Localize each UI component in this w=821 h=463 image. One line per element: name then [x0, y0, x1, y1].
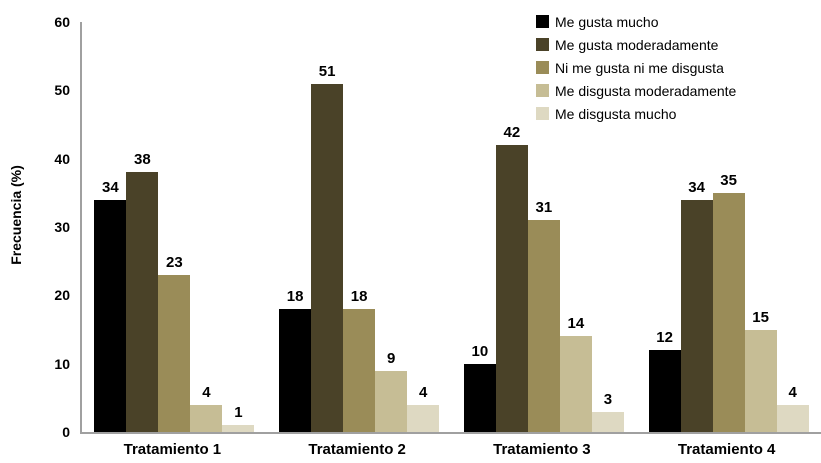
bar-value-label: 12: [656, 329, 673, 346]
legend-swatch-icon: [536, 15, 549, 28]
bar-value-label: 4: [788, 383, 797, 401]
x-category-label: Tratamiento 1: [123, 441, 222, 458]
bar: [648, 350, 681, 432]
legend-item: Me gusta mucho: [536, 10, 736, 33]
bar-value-label: 9: [386, 349, 396, 367]
y-tick-label: 60: [54, 14, 70, 30]
bar: [190, 404, 223, 432]
x-category-label: Tratamiento 3: [493, 441, 591, 458]
legend-swatch-icon: [536, 84, 549, 97]
legend-label: Me disgusta mucho: [555, 105, 677, 122]
bar-value-label: 51: [318, 62, 336, 80]
legend-label: Me disgusta moderadamente: [555, 82, 737, 99]
legend-label: Me gusta moderadamente: [555, 36, 719, 53]
bar-value-label: 34: [102, 178, 119, 196]
bar: [279, 309, 312, 432]
bar: [776, 404, 809, 432]
bar-value-label: 14: [567, 315, 585, 333]
y-tick-label: 30: [54, 219, 70, 235]
legend-label: Me gusta mucho: [555, 13, 659, 30]
legend: Me gusta mucho Me gusta moderadamente Ni m…: [536, 10, 736, 125]
bar: [407, 404, 440, 432]
bar: [591, 411, 624, 432]
y-tick-label: 20: [54, 287, 70, 304]
legend-label: Ni me gusta ni me disgusta: [555, 59, 724, 76]
x-category-label: Tratamiento 4: [677, 441, 776, 458]
bar-value-label: 18: [286, 288, 304, 305]
bar-group-4: 12 34 35 15 4: [648, 22, 809, 432]
bar-group-3: 10 42 31 14 3: [463, 22, 624, 432]
bar: [158, 274, 191, 432]
y-axis-title: Frecuencia (%): [8, 165, 24, 265]
bar: [527, 220, 560, 432]
bar: [744, 329, 777, 432]
bar: [712, 192, 745, 432]
legend-item: Me disgusta mucho: [536, 102, 736, 125]
bar: [495, 145, 528, 432]
y-tick-label: 10: [54, 355, 70, 372]
legend-item: Ni me gusta ni me disgusta: [536, 56, 736, 79]
plot-area: 34 38 23 4 1 18 51 18 9 4 10 42 31 14 3 12 34 35 15 4: [80, 22, 821, 434]
bar: [559, 336, 592, 432]
bar-value-label: 34: [688, 178, 705, 196]
bar-value-label: 35: [720, 171, 737, 189]
legend-swatch-icon: [536, 107, 549, 120]
bar-value-label: 4: [202, 383, 211, 401]
bar-group-1: 34 38 23 4 1: [94, 22, 255, 432]
legend-swatch-icon: [536, 61, 549, 74]
bar-value-label: 23: [166, 253, 183, 271]
bar-value-label: 15: [752, 308, 769, 326]
bar-value-label: 18: [350, 288, 368, 305]
bar: [311, 83, 344, 432]
bar: [222, 425, 255, 432]
bar: [680, 199, 713, 432]
bar: [343, 309, 376, 432]
x-category-label: Tratamiento 2: [308, 441, 406, 458]
bar-value-label: 42: [503, 124, 521, 141]
bar: [94, 199, 127, 432]
y-tick-label: 50: [54, 82, 70, 99]
bar-group-2: 18 51 18 9 4: [279, 22, 440, 432]
bar-value-label: 31: [535, 199, 553, 217]
bar-value-label: 3: [603, 390, 613, 408]
y-tick-label: 40: [54, 150, 70, 167]
bar: [463, 363, 496, 432]
legend-item: Me disgusta moderadamente: [536, 79, 736, 102]
legend-item: Me gusta moderadamente: [536, 33, 736, 56]
bar-value-label: 10: [471, 342, 489, 360]
bar-value-label: 38: [134, 151, 151, 169]
bar-value-label: 1: [234, 404, 243, 422]
bar-value-label: 4: [418, 383, 428, 401]
y-tick-label: 0: [62, 424, 70, 440]
bar: [375, 370, 408, 432]
legend-swatch-icon: [536, 38, 549, 51]
bar: [126, 172, 159, 432]
